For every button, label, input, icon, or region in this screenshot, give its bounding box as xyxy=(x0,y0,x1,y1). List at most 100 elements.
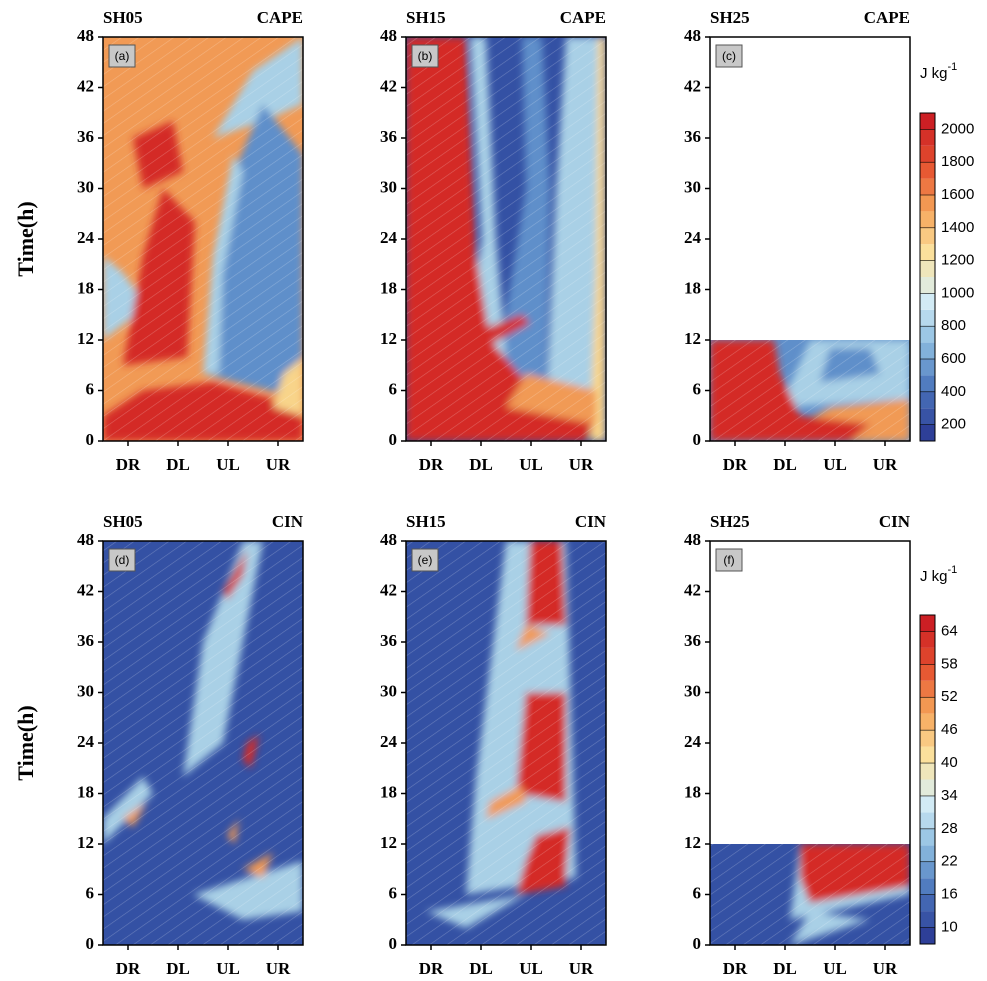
colorbar-box xyxy=(920,730,935,747)
colorbar-box xyxy=(920,911,935,928)
panel-tag: (c) xyxy=(722,49,736,63)
y-tick-label: 12 xyxy=(380,329,397,348)
colorbar-label: 46 xyxy=(941,721,958,738)
y-tick-label: 0 xyxy=(693,430,702,449)
colorbar-box xyxy=(920,129,935,146)
colorbar-label: 2000 xyxy=(941,120,974,137)
colorbar-frame xyxy=(919,614,936,945)
colorbar-box xyxy=(920,615,935,632)
colorbar-box xyxy=(920,812,935,829)
y-tick-label: 12 xyxy=(77,833,94,852)
x-tick-label: DR xyxy=(723,455,748,474)
panel-run: SH25 xyxy=(710,512,750,531)
y-tick-label: 36 xyxy=(684,127,701,146)
panel-field: CAPE xyxy=(257,8,303,27)
colorbar-box xyxy=(920,680,935,698)
colorbar-box xyxy=(920,845,935,862)
empty-region xyxy=(710,37,910,340)
colorbar-box xyxy=(920,647,935,665)
y-tick-label: 30 xyxy=(684,177,701,196)
panel-tag-box xyxy=(411,44,439,68)
colorbar-label: 1200 xyxy=(941,252,974,269)
field-texture xyxy=(406,541,606,945)
y-tick-label: 6 xyxy=(86,379,95,398)
colorbar-box xyxy=(920,763,935,780)
panel-run: SH15 xyxy=(406,512,446,531)
panel-run: SH05 xyxy=(103,8,143,27)
y-tick-label: 30 xyxy=(380,177,397,196)
unit-sup: -1 xyxy=(948,564,958,576)
y-tick-label: 6 xyxy=(693,883,702,902)
x-tick-label: DR xyxy=(116,455,141,474)
colorbar-label: 400 xyxy=(941,383,966,400)
unit: J kg xyxy=(920,65,948,82)
y-tick-label: 30 xyxy=(77,177,94,196)
y-tick-label: 36 xyxy=(684,631,701,650)
panel-field: CAPE xyxy=(864,8,910,27)
field xyxy=(406,37,606,441)
unit-sup: -1 xyxy=(948,61,958,73)
panel-tag: (f) xyxy=(723,553,734,567)
colorbar-box xyxy=(920,713,935,731)
x-tick-label: UR xyxy=(266,959,291,978)
colorbar-label: 10 xyxy=(941,919,958,936)
field xyxy=(710,541,910,945)
colorbar-label: 1000 xyxy=(941,284,974,301)
x-tick-label: DL xyxy=(166,959,190,978)
colorbar-box xyxy=(920,342,935,359)
colorbar-label: 1600 xyxy=(941,186,974,203)
field-texture xyxy=(406,37,606,441)
x-tick-label: UL xyxy=(216,455,240,474)
y-tick-label: 24 xyxy=(77,732,95,751)
colorbar-frame xyxy=(919,112,936,442)
field xyxy=(406,541,606,945)
y-tick-label: 42 xyxy=(684,580,701,599)
colorbar-unit: J kg-1 xyxy=(920,61,957,82)
y-tick-label: 24 xyxy=(380,228,398,247)
colorbar-box xyxy=(920,779,935,796)
x-tick-label: DR xyxy=(419,455,444,474)
x-tick-label: UL xyxy=(519,455,543,474)
y-tick-label: 48 xyxy=(684,530,701,549)
colorbar-box xyxy=(920,861,935,879)
y-axis-label: Time(h) xyxy=(13,705,38,780)
colorbar-box xyxy=(920,391,935,409)
field xyxy=(103,37,303,441)
y-tick-label: 18 xyxy=(684,782,701,801)
colorbar-label: 1400 xyxy=(941,219,974,236)
panel-run: SH15 xyxy=(406,8,446,27)
x-tick-label: UL xyxy=(823,455,847,474)
x-tick-label: DR xyxy=(116,959,141,978)
colorbar-label: 16 xyxy=(941,886,958,903)
y-tick-label: 30 xyxy=(77,681,94,700)
colorbar-box xyxy=(920,326,935,343)
y-tick-label: 12 xyxy=(684,329,701,348)
y-tick-label: 42 xyxy=(380,580,397,599)
x-tick-label: DL xyxy=(773,455,797,474)
y-tick-label: 12 xyxy=(684,833,701,852)
panel-tag: (d) xyxy=(115,553,130,567)
y-tick-label: 36 xyxy=(77,127,94,146)
panel-field: CIN xyxy=(272,512,304,531)
x-tick-label: DL xyxy=(469,959,493,978)
panel-tag-box xyxy=(108,548,136,572)
colorbar-label: 22 xyxy=(941,853,958,870)
y-tick-label: 0 xyxy=(86,934,95,953)
panel-tag-box xyxy=(411,548,439,572)
colorbar-box xyxy=(920,359,935,376)
colorbar-unit: J kg-1 xyxy=(920,564,957,585)
colorbar-box xyxy=(920,244,935,261)
colorbar-box xyxy=(920,211,935,228)
y-tick-label: 6 xyxy=(389,883,398,902)
x-tick-label: DL xyxy=(166,455,190,474)
y-tick-label: 42 xyxy=(380,76,397,95)
y-tick-label: 0 xyxy=(389,430,398,449)
colorbar-box xyxy=(920,293,935,310)
y-tick-label: 0 xyxy=(693,934,702,953)
colorbar-label: 1800 xyxy=(941,153,974,170)
x-tick-label: UR xyxy=(873,455,898,474)
y-tick-label: 42 xyxy=(684,76,701,95)
colorbar-box xyxy=(920,795,935,813)
x-tick-label: DR xyxy=(419,959,444,978)
